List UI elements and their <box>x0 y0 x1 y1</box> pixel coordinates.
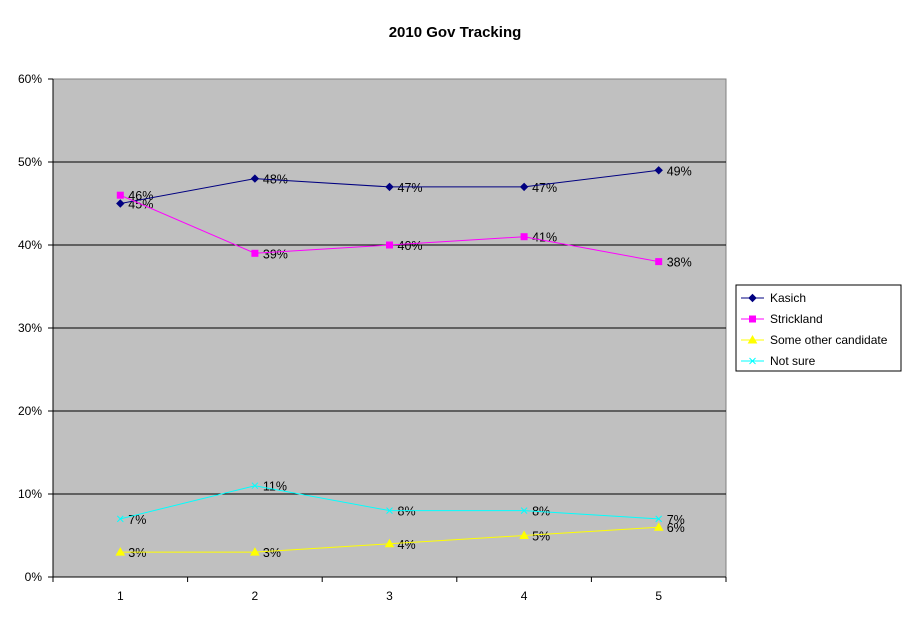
point-kasich <box>250 174 260 183</box>
x-tick-label: 2 <box>252 589 259 603</box>
legend-label-not-sure: Not sure <box>770 354 816 368</box>
point-not-sure <box>251 482 259 490</box>
chart-title: 2010 Gov Tracking <box>389 24 522 41</box>
data-label-not-sure: 7% <box>128 513 146 527</box>
point-kasich <box>385 182 394 192</box>
point-not-sure <box>386 507 393 514</box>
data-label-strickland: 38% <box>667 256 692 270</box>
y-tick-label: 50% <box>18 155 42 169</box>
legend: Kasich Strickland Some other candidate Not … <box>735 284 902 372</box>
data-label-kasich: 49% <box>667 164 692 178</box>
marker-stroke <box>655 515 663 523</box>
x-tick-label: 3 <box>386 589 393 603</box>
data-label-some-other-candidate: 5% <box>532 530 550 544</box>
data-label-not-sure: 7% <box>667 513 685 527</box>
point-strickland <box>116 191 124 199</box>
point-strickland <box>520 233 528 241</box>
y-tick-label: 60% <box>18 72 42 86</box>
x-tick-label: 1 <box>117 589 124 603</box>
data-label-not-sure: 11% <box>263 480 287 494</box>
point-kasich <box>519 182 529 192</box>
marker-stroke <box>251 482 259 490</box>
x-tick-label: 5 <box>655 589 662 603</box>
point-strickland <box>386 241 393 249</box>
point-some-other-candidate <box>653 522 664 531</box>
legend-marker-some-other-candidate <box>747 334 758 344</box>
y-tick-label: 10% <box>18 487 42 501</box>
point-some-other-candidate <box>115 547 126 556</box>
point-not-sure <box>116 515 124 523</box>
data-label-some-other-candidate: 3% <box>263 546 281 560</box>
x-tick-label: 4 <box>521 589 528 603</box>
data-label-some-other-candidate: 6% <box>667 521 685 535</box>
data-label-some-other-candidate: 4% <box>398 538 416 552</box>
legend-box <box>735 284 902 372</box>
marker-stroke <box>116 515 124 523</box>
data-label-strickland: 39% <box>263 247 288 261</box>
legend-label-some-other-candidate: Some other candidate <box>770 333 888 347</box>
y-tick-label: 30% <box>18 321 42 335</box>
point-not-sure <box>520 507 528 514</box>
point-some-other-candidate <box>250 547 260 556</box>
data-label-kasich: 47% <box>532 181 557 195</box>
y-tick-label: 40% <box>18 238 42 252</box>
point-kasich <box>116 199 125 208</box>
legend-marker-strickland <box>749 315 756 323</box>
point-some-other-candidate <box>519 530 529 539</box>
data-label-strickland: 46% <box>128 189 153 203</box>
point-some-other-candidate <box>384 538 395 548</box>
data-label-not-sure: 8% <box>398 505 416 519</box>
point-not-sure <box>655 515 663 523</box>
data-label-strickland: 40% <box>398 239 423 253</box>
marker-stroke <box>386 507 393 514</box>
point-strickland <box>251 249 259 257</box>
point-kasich <box>654 166 663 175</box>
plot-area: 0%10%20%30%40%50%60%1 2 3 4 545%48%47% 47%49%… <box>18 72 727 603</box>
legend-label-strickland: Strickland <box>770 312 823 326</box>
point-strickland <box>655 258 663 266</box>
marker-stroke <box>520 507 528 514</box>
data-label-kasich: 47% <box>398 181 423 195</box>
data-label-some-other-candidate: 3% <box>128 546 146 560</box>
legend-marker-not-sure <box>749 357 756 365</box>
legend-label-kasich: Kasich <box>770 291 806 305</box>
y-tick-label: 0% <box>25 570 43 584</box>
legend-marker-kasich <box>748 293 757 303</box>
y-tick-label: 20% <box>18 404 42 418</box>
marker-stroke <box>749 357 756 365</box>
